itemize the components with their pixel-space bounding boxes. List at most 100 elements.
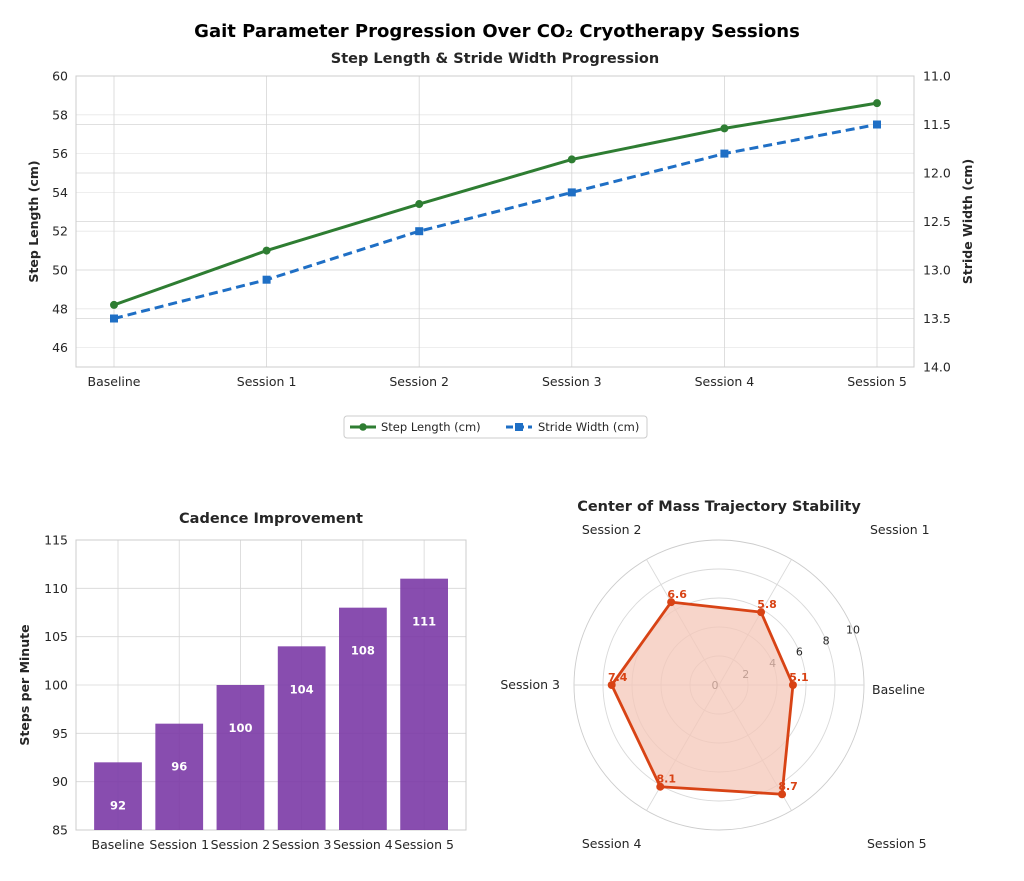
line-chart-legend: Step Length (cm) Stride Width (cm) (343, 415, 648, 439)
x-tick-session-3: Session 3 (542, 374, 602, 389)
x-tick-session-4: Session 4 (695, 374, 755, 389)
bar-y-axis-label: Steps per Minute (17, 624, 32, 745)
bar-chart-frame (75, 539, 467, 831)
left-y-tick-48: 48 (52, 301, 68, 316)
bar-x-tick-session-3: Session 3 (272, 837, 332, 852)
radar-value-label-session-4: 8.1 (657, 773, 677, 786)
point-step-length-cm-session-2 (415, 200, 424, 209)
bar-value-label-session-1: 96 (171, 760, 187, 774)
bar-session-3 (277, 646, 326, 830)
radar-r-tick-10: 10 (846, 624, 860, 637)
left-y-tick-60: 60 (52, 69, 68, 84)
radar-chart-com-stability: Center of Mass Trajectory Stability02468… (500, 499, 929, 851)
radar-point-session-5 (778, 790, 787, 799)
radar-category-label-session-3: Session 3 (500, 677, 560, 692)
radar-category-label-session-1: Session 1 (870, 522, 930, 537)
bar-x-tick-session-2: Session 2 (211, 837, 271, 852)
radar-value-label-session-3: 7.4 (608, 671, 628, 684)
left-y-axis-label: Step Length (cm) (26, 160, 41, 282)
right-y-axis-label: Stride Width (cm) (960, 159, 975, 284)
radar-value-label-session-1: 5.8 (757, 598, 777, 611)
x-tick-baseline: Baseline (88, 374, 141, 389)
radar-r-tick-6: 6 (796, 646, 803, 659)
radar-point-session-3 (607, 681, 616, 689)
right-y-tick-11-0: 11.0 (923, 69, 951, 84)
line-chart-step-stride: Step Length & Stride Width Progression 46… (26, 51, 975, 439)
x-tick-session-2: Session 2 (389, 374, 449, 389)
line-chart-title: Step Length & Stride Width Progression (331, 51, 659, 67)
bar-y-tick-110: 110 (44, 581, 68, 596)
point-stride-width-cm-baseline (110, 314, 118, 323)
legend-box (343, 415, 648, 439)
legend-label-stride-width-cm: Stride Width (cm) (538, 420, 639, 434)
left-y-tick-52: 52 (52, 224, 68, 239)
legend-label-step-length-cm: Step Length (cm) (381, 420, 481, 434)
radar-r-tick-8: 8 (823, 635, 830, 648)
radar-area (610, 600, 795, 796)
radar-category-label-session-4: Session 4 (582, 836, 642, 851)
bar-value-label-session-2: 100 (228, 721, 252, 735)
point-stride-width-cm-session-5 (873, 120, 881, 129)
bar-session-4 (339, 607, 387, 830)
point-step-length-cm-session-3 (567, 155, 576, 164)
right-y-tick-12-0: 12.0 (923, 166, 951, 181)
radar-point-session-1 (757, 608, 766, 617)
point-step-length-cm-session-4 (720, 124, 729, 133)
right-y-tick-13-0: 13.0 (923, 263, 951, 278)
radar-chart-title: Center of Mass Trajectory Stability (577, 499, 861, 515)
bar-x-tick-session-1: Session 1 (149, 837, 209, 852)
point-stride-width-cm-session-3 (567, 188, 576, 197)
point-step-length-cm-session-5 (873, 99, 881, 108)
bar-chart-title: Cadence Improvement (179, 511, 363, 527)
bar-value-label-baseline: 92 (110, 798, 126, 812)
bar-y-tick-105: 105 (44, 629, 68, 644)
radar-point-baseline (788, 681, 797, 689)
radar-value-label-session-2: 6.6 (667, 588, 687, 601)
bar-session-1 (155, 723, 204, 830)
left-y-tick-54: 54 (52, 185, 68, 200)
series-line-step-length-cm (113, 101, 878, 307)
figure-title: Gait Parameter Progression Over CO₂ Cryo… (194, 21, 800, 42)
left-y-tick-46: 46 (52, 340, 68, 355)
point-step-length-cm-baseline (110, 300, 118, 309)
bar-value-label-session-3: 104 (290, 682, 314, 696)
legend-marker-stride-width-cm (515, 423, 523, 431)
right-y-tick-14-0: 14.0 (923, 360, 951, 375)
radar-category-label-baseline: Baseline (872, 682, 925, 697)
right-y-tick-12-5: 12.5 (923, 214, 951, 229)
point-stride-width-cm-session-1 (262, 275, 271, 284)
bar-y-tick-115: 115 (44, 533, 68, 548)
left-y-tick-50: 50 (52, 263, 68, 278)
left-y-tick-58: 58 (52, 107, 68, 122)
bar-y-tick-85: 85 (52, 823, 68, 838)
bar-y-tick-95: 95 (52, 726, 68, 741)
bar-x-tick-baseline: Baseline (92, 837, 145, 852)
point-stride-width-cm-session-4 (720, 149, 729, 158)
bar-y-tick-90: 90 (52, 774, 68, 789)
point-stride-width-cm-session-2 (415, 227, 424, 236)
right-y-tick-11-5: 11.5 (923, 117, 951, 132)
radar-value-label-session-5: 8.7 (778, 780, 798, 793)
radar-point-session-4 (656, 782, 665, 791)
bar-value-label-session-5: 111 (412, 615, 436, 629)
radar-category-label-session-2: Session 2 (582, 522, 642, 537)
x-tick-session-5: Session 5 (847, 374, 907, 389)
radar-point-session-2 (667, 598, 676, 607)
bar-session-2 (216, 685, 265, 830)
bar-chart-cadence: Cadence Improvement 85 90 95 100 105 110 115 92 B… (17, 511, 467, 852)
point-step-length-cm-session-1 (262, 246, 271, 255)
line-chart-frame (75, 75, 915, 368)
legend-marker-step-length-cm (359, 423, 367, 431)
bar-x-tick-session-4: Session 4 (333, 837, 393, 852)
left-y-tick-56: 56 (52, 146, 68, 161)
x-tick-session-1: Session 1 (237, 374, 297, 389)
bar-x-tick-session-5: Session 5 (394, 837, 454, 852)
right-y-tick-13-5: 13.5 (923, 311, 951, 326)
radar-value-label-baseline: 5.1 (789, 671, 809, 684)
radar-category-label-session-5: Session 5 (867, 836, 927, 851)
bar-y-tick-100: 100 (44, 678, 68, 693)
bar-baseline (94, 762, 142, 830)
series-line-stride-width-cm (113, 123, 878, 320)
bar-value-label-session-4: 108 (351, 644, 375, 658)
